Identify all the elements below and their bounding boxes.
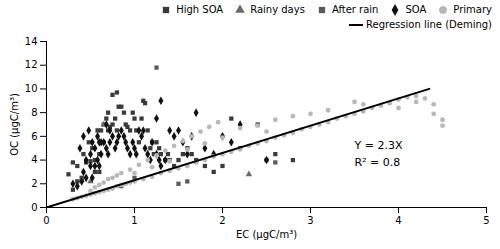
svg-text:0: 0 bbox=[31, 202, 37, 213]
svg-text:2: 2 bbox=[31, 178, 37, 189]
svg-text:8: 8 bbox=[31, 107, 37, 118]
svg-text:OC (μgC/m³): OC (μgC/m³) bbox=[9, 93, 20, 156]
svg-text:EC (μgC/m³): EC (μgC/m³) bbox=[236, 229, 297, 240]
html-text:Primary: Primary bbox=[453, 4, 492, 15]
svg-text:4: 4 bbox=[31, 154, 37, 165]
html-text:Regression line (Deming): Regression line (Deming) bbox=[366, 19, 492, 30]
html-text:Rainy days: Rainy days bbox=[250, 4, 305, 15]
svg-text:10: 10 bbox=[25, 83, 38, 94]
svg-text:Y = 2.3X: Y = 2.3X bbox=[354, 139, 403, 152]
html-text:SOA: SOA bbox=[405, 4, 427, 15]
svg-text:12: 12 bbox=[25, 59, 38, 70]
svg-text:3: 3 bbox=[307, 215, 313, 226]
html-text:After rain: After rain bbox=[331, 4, 379, 15]
svg-text:0: 0 bbox=[43, 215, 49, 226]
svg-text:4: 4 bbox=[395, 215, 401, 226]
svg-text:14: 14 bbox=[25, 36, 38, 47]
svg-text:2: 2 bbox=[219, 215, 225, 226]
svg-text:1: 1 bbox=[131, 215, 137, 226]
svg-text:R² = 0.8: R² = 0.8 bbox=[355, 156, 401, 169]
svg-text:6: 6 bbox=[31, 131, 37, 142]
svg-text:5: 5 bbox=[483, 215, 489, 226]
html-text:High SOA: High SOA bbox=[176, 4, 224, 15]
